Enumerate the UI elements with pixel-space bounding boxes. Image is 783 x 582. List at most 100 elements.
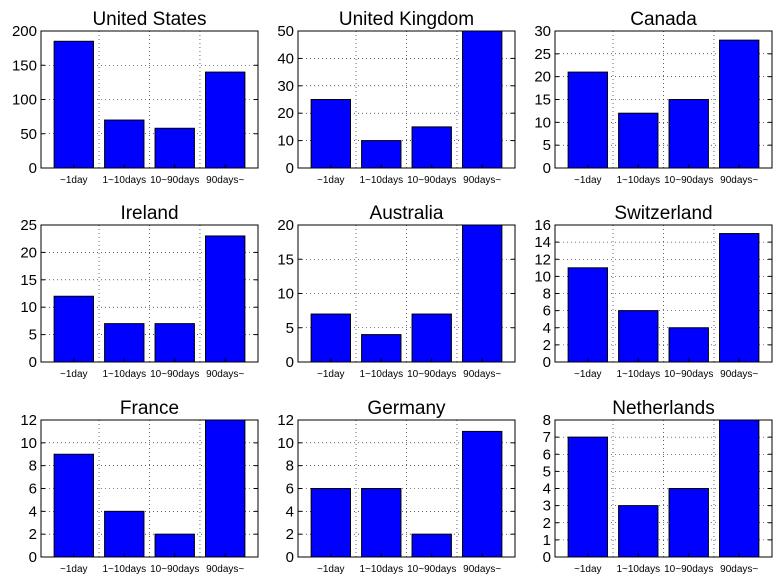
subplot-title: Germany [367,398,446,419]
bar-90days~ [719,419,760,558]
y-tick-label: 0 [29,354,37,371]
y-tick-label: 15 [534,92,551,109]
bar-90days~ [462,224,503,363]
y-tick-label: 15 [20,272,37,289]
subplot-title: Ireland [120,203,178,224]
bar-90days~ [462,430,503,558]
y-tick-label: 10 [534,268,551,285]
y-tick-label: 6 [543,446,551,463]
x-tick-label: 10~90days [664,369,713,380]
y-tick-label: 0 [286,160,294,177]
y-tick-label: 4 [543,320,551,337]
y-tick-label: 10 [534,114,551,131]
bar-10~90days [154,323,195,363]
y-tick-label: 0 [543,160,551,177]
y-tick-label: 15 [277,251,294,268]
y-tick-label: 2 [543,337,551,354]
x-tick-label: 90days~ [463,369,501,380]
x-tick-label: 10~90days [664,564,713,575]
subplot-1: 0 10 20 30 40 50 ~1day 1~10days 10~90days 90days~… [277,9,516,186]
y-tick-label: 150 [12,57,37,74]
y-tick-label: 40 [277,50,294,67]
x-tick-label: 1~10days [102,175,146,186]
x-tick-label: 90days~ [720,175,758,186]
y-tick-label: 25 [20,217,37,234]
x-tick-label: ~1day [574,564,602,575]
bar-~1day [310,99,351,169]
y-tick-label: 0 [29,160,37,177]
y-tick-label: 2 [543,515,551,532]
y-tick-label: 2 [286,526,294,543]
bar-1~10days [361,140,402,169]
y-tick-label: 0 [286,549,294,566]
x-tick-label: 1~10days [102,369,146,380]
axes-frame [297,30,516,169]
x-tick-label: 1~10days [616,369,660,380]
bar-1~10days [104,119,145,169]
bar-~1day [53,453,94,558]
x-tick-label: 10~90days [150,564,199,575]
y-tick-label: 12 [534,251,551,268]
y-tick-label: 4 [543,481,551,498]
bar-1~10days [618,310,659,363]
y-tick-label: 6 [286,481,294,498]
y-tick-label: 4 [286,503,294,520]
subplot-title: Switzerland [614,203,712,224]
x-tick-label: ~1day [60,369,88,380]
y-tick-label: 0 [543,354,551,371]
x-tick-label: ~1day [317,369,345,380]
y-tick-label: 14 [534,234,551,251]
subplot-title: United States [92,9,206,30]
y-tick-label: 0 [286,354,294,371]
x-tick-label: 90days~ [720,564,758,575]
x-tick-label: 10~90days [407,564,456,575]
y-tick-label: 50 [20,126,37,143]
y-tick-label: 8 [29,458,37,475]
y-tick-label: 10 [20,299,37,316]
bar-10~90days [411,126,452,169]
bar-10~90days [668,488,709,558]
y-tick-label: 25 [534,46,551,63]
bar-~1day [53,295,94,363]
x-tick-label: ~1day [574,369,602,380]
x-tick-label: ~1day [60,564,88,575]
bar-90days~ [719,233,760,363]
subplot-title: Canada [630,9,697,30]
y-tick-label: 8 [543,412,551,429]
subplot-title: Netherlands [612,398,714,419]
subplot-title: France [120,398,179,419]
bar-1~10days [618,112,659,169]
bar-90days~ [462,30,503,169]
x-tick-label: 1~10days [359,369,403,380]
y-tick-label: 0 [543,549,551,566]
bar-90days~ [719,39,760,169]
subplot-6: 0 2 4 6 8 10 12 ~1day 1~10days 10~90days 90days~ Fr… [20,398,259,575]
y-tick-label: 100 [12,92,37,109]
y-tick-label: 50 [277,23,294,40]
y-tick-label: 5 [543,137,551,154]
y-tick-label: 200 [12,23,37,40]
y-tick-label: 2 [29,526,37,543]
y-tick-label: 12 [277,412,294,429]
subplot-3: 0 5 10 15 20 25 ~1day 1~10days 10~90days 90days~ I… [20,203,259,380]
subplot-0: 0 50 100 150 200 ~1day 1~10days 10~90days 90days… [12,9,259,186]
bar-90days~ [205,71,246,169]
x-tick-label: 1~10days [102,564,146,575]
y-tick-label: 20 [20,244,37,261]
y-tick-label: 3 [543,498,551,515]
y-tick-label: 20 [277,217,294,234]
x-tick-label: 90days~ [463,564,501,575]
bar-10~90days [668,99,709,169]
subplot-7: 0 2 4 6 8 10 12 ~1day 1~10days 10~90days 90days~ Ge… [277,398,516,575]
bar-~1day [310,313,351,363]
y-tick-label: 5 [543,463,551,480]
x-tick-label: 10~90days [664,175,713,186]
bar-1~10days [618,505,659,558]
bar-90days~ [205,235,246,363]
y-tick-label: 5 [286,320,294,337]
y-tick-label: 7 [543,429,551,446]
x-tick-label: 90days~ [206,175,244,186]
y-tick-label: 0 [29,549,37,566]
